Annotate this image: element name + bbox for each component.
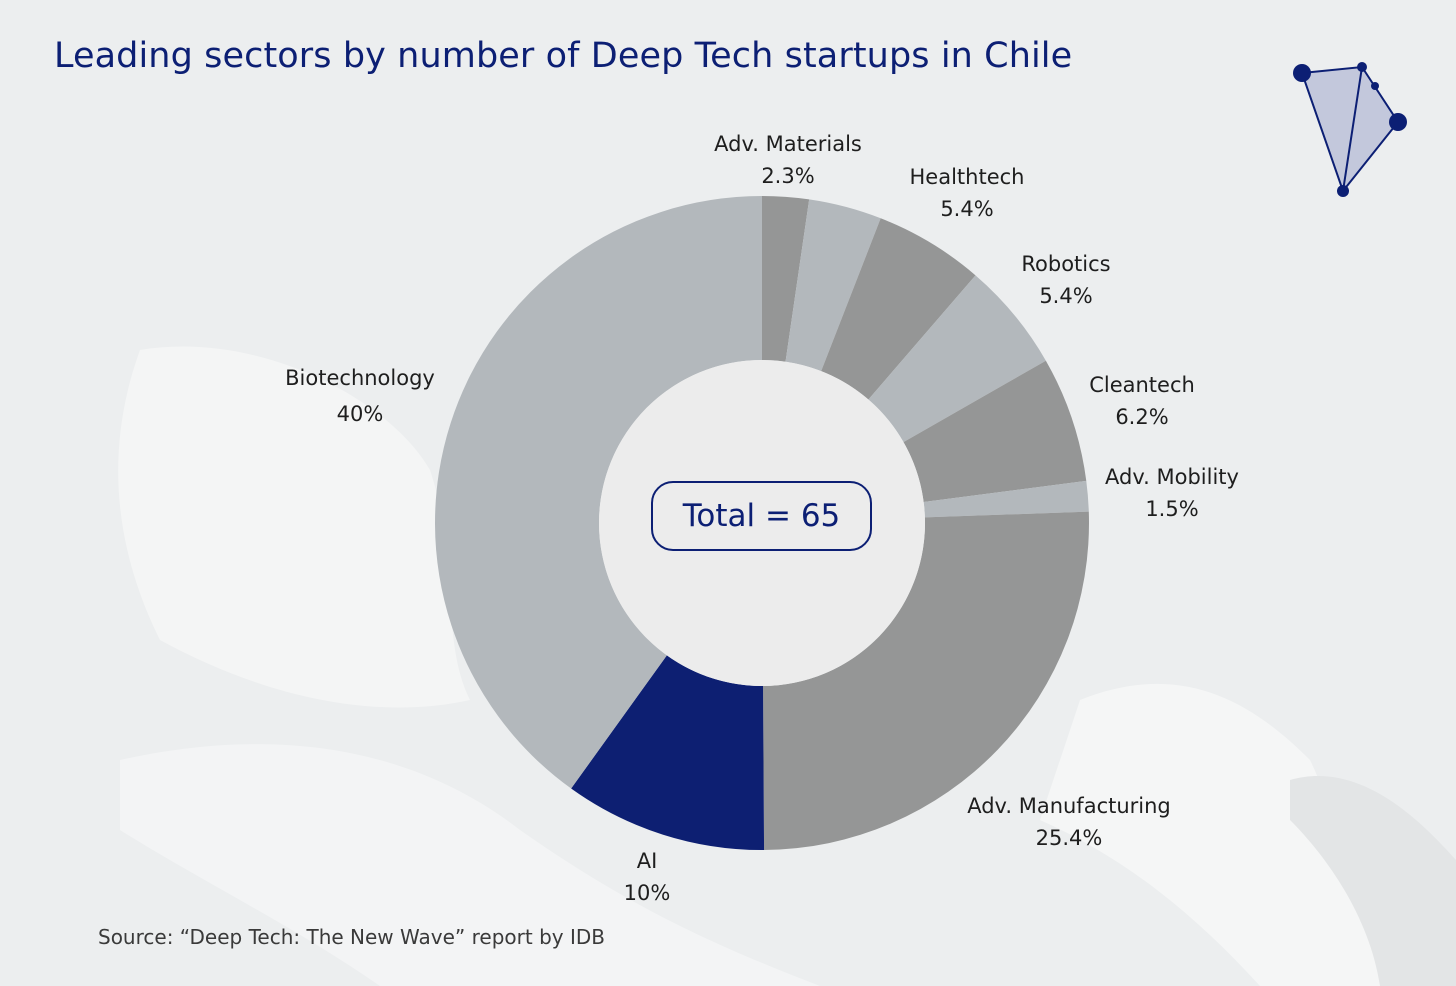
label-value: 10% bbox=[623, 881, 671, 905]
label-value: 1.5% bbox=[1145, 497, 1199, 521]
label-name: Cleantech bbox=[1089, 373, 1195, 397]
donut-hole bbox=[599, 360, 925, 686]
label-ai: AI 10% bbox=[624, 845, 671, 909]
label-biotechnology: Biotechnology 40% bbox=[285, 360, 435, 432]
total-count-badge: Total = 65 bbox=[651, 481, 872, 551]
source-note: Source: “Deep Tech: The New Wave” report… bbox=[98, 925, 605, 949]
slice-biotechnology bbox=[435, 196, 762, 789]
label-adv-mobility: Adv. Mobility 1.5% bbox=[1105, 461, 1239, 525]
label-healthtech: Healthtech 5.4% bbox=[910, 161, 1025, 225]
label-value: 25.4% bbox=[1035, 826, 1103, 850]
slice-healthtech bbox=[821, 218, 976, 400]
slice-robotics bbox=[868, 275, 1046, 443]
label-value: 6.2% bbox=[1115, 405, 1169, 429]
slice-adv-materials bbox=[762, 196, 810, 362]
label-name: Healthtech bbox=[909, 165, 1025, 189]
label-value: 5.4% bbox=[940, 197, 994, 221]
swirl-right bbox=[1040, 683, 1456, 986]
label-robotics: Robotics 5.4% bbox=[1021, 248, 1110, 312]
label-adv-materials: Adv. Materials 2.3% bbox=[714, 128, 862, 192]
brand-logo-icon bbox=[1293, 62, 1407, 197]
label-name: Adv. Mobility bbox=[1105, 465, 1239, 489]
chart-title: Leading sectors by number of Deep Tech s… bbox=[54, 36, 1073, 76]
label-name: Adv. Manufacturing bbox=[967, 794, 1171, 818]
label-value: 5.4% bbox=[1039, 284, 1093, 308]
slice-adv-manufacturing bbox=[763, 511, 1089, 850]
slice-cleantech bbox=[903, 360, 1087, 503]
swirl-bottom bbox=[120, 744, 820, 986]
label-name: Biotechnology bbox=[285, 366, 435, 390]
label-cleantech: Cleantech 6.2% bbox=[1089, 369, 1195, 433]
swirl-right-edge bbox=[1290, 776, 1456, 986]
slice-ai bbox=[571, 655, 765, 851]
swirl-left bbox=[118, 346, 470, 708]
label-adv-manufacturing: Adv. Manufacturing 25.4% bbox=[967, 790, 1171, 854]
slice-adv-mobility bbox=[923, 480, 1089, 518]
label-name: Robotics bbox=[1021, 252, 1111, 276]
slice-adv-materials-secondary bbox=[785, 199, 881, 372]
label-name: AI bbox=[636, 849, 658, 873]
label-name: Adv. Materials bbox=[714, 132, 862, 156]
label-value: 40% bbox=[336, 402, 384, 426]
label-value: 2.3% bbox=[761, 164, 815, 188]
